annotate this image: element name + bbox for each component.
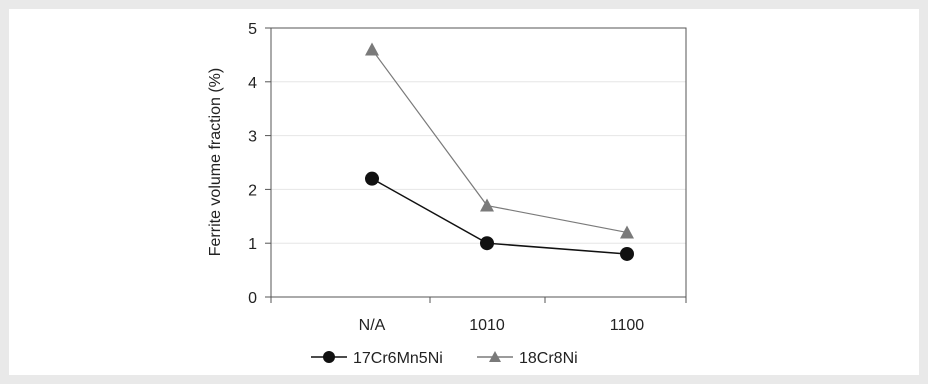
x-tick-label: 1100 <box>610 317 645 334</box>
plot-area <box>270 27 687 298</box>
x-tick-label: 1010 <box>469 317 505 334</box>
legend-marker <box>489 351 501 362</box>
grid-lines <box>271 81 686 244</box>
data-point <box>365 171 379 186</box>
y-tick-label: 3 <box>248 129 257 146</box>
y-tick-label: 4 <box>248 75 257 92</box>
data-point <box>620 225 634 239</box>
legend-marker <box>323 351 335 363</box>
data-point <box>480 198 494 212</box>
data-point <box>620 246 634 261</box>
y-axis: 0 1 2 3 4 5 <box>248 21 271 307</box>
legend-label: 18Cr8Ni <box>519 350 578 367</box>
series-group <box>365 42 634 261</box>
y-axis-title: Ferrite volume fraction (%) <box>207 68 224 257</box>
x-tick-label: N/A <box>359 317 386 334</box>
series-line <box>371 49 628 234</box>
figure-panel <box>9 9 919 375</box>
data-point <box>365 42 379 56</box>
legend-label: 17Cr6Mn5Ni <box>353 350 443 367</box>
y-tick-label: 5 <box>248 21 257 38</box>
y-tick-label: 2 <box>248 182 257 199</box>
data-point <box>480 236 494 251</box>
y-tick-label: 1 <box>248 236 257 253</box>
legend: 17Cr6Mn5Ni 18Cr8Ni <box>311 350 578 367</box>
series-line <box>371 177 628 255</box>
y-tick-label: 0 <box>248 290 257 307</box>
x-axis: N/A 1010 1100 <box>270 297 687 334</box>
